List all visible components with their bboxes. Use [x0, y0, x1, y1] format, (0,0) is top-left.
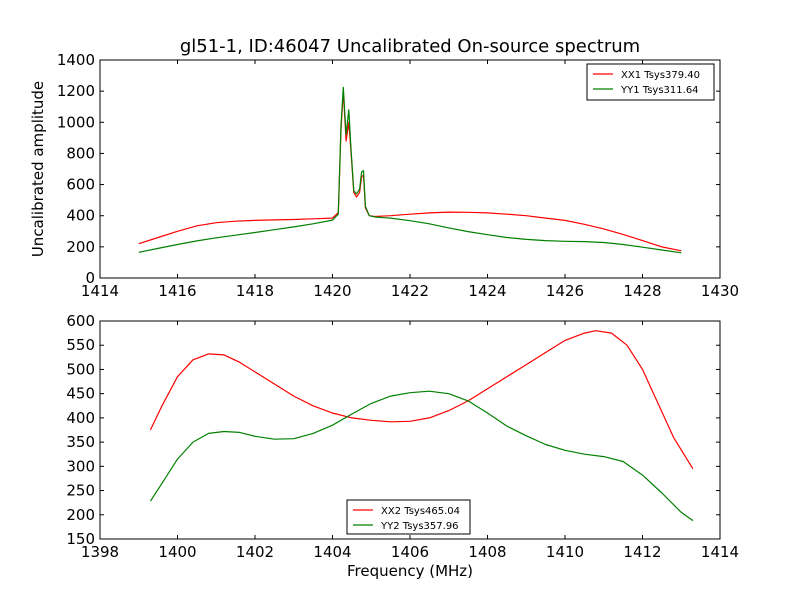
top-x-tick-label: 1424 [468, 282, 506, 300]
bottom-y-tick-label: 350 [66, 433, 95, 451]
top-y-tick-label: 200 [66, 238, 95, 256]
bottom-series-group [149, 330, 694, 522]
top-panel: 1414 1416 1418 1420 1422 1424 1426 1428 1430 0 200… [29, 51, 739, 300]
top-legend-label-0: XX1 Tsys379.40 [621, 70, 700, 81]
bottom-series-0-line [149, 330, 694, 470]
top-y-tick-label: 1400 [57, 51, 95, 69]
top-x-tick-label: 1418 [236, 282, 274, 300]
top-x-tick-label: 1428 [623, 282, 661, 300]
bottom-y-tick-label: 400 [66, 409, 95, 427]
bottom-y-tick-label: 200 [66, 506, 95, 524]
top-y-tick-label: 0 [85, 269, 95, 287]
top-y-tick-label: 1200 [57, 82, 95, 100]
top-legend-label-1: YY1 Tsys311.64 [620, 85, 699, 96]
bottom-x-tick-label: 1398 [81, 543, 119, 561]
top-y-tick-label: 800 [66, 144, 95, 162]
top-y-tick-label: 1000 [57, 113, 95, 131]
top-axes-group: 1414 1416 1418 1420 1422 1424 1426 1428 1430 0 200… [57, 51, 739, 300]
bottom-y-tick-label: 450 [66, 385, 95, 403]
top-series-group [138, 86, 682, 254]
bottom-y-tick-label: 150 [66, 530, 95, 548]
bottom-x-tick-label: 1406 [391, 543, 429, 561]
bottom-y-tick-label: 500 [66, 360, 95, 378]
top-legend-box [586, 63, 715, 101]
top-legend: XX1 Tsys379.40 YY1 Tsys311.64 [586, 63, 715, 101]
x-axis-label: Frequency (MHz) [347, 562, 473, 580]
top-y-tick-label: 400 [66, 207, 95, 225]
bottom-x-tick-label: 1410 [546, 543, 584, 561]
top-y-axis-label: Uncalibrated amplitude [29, 81, 47, 257]
top-x-tick-label: 1416 [158, 282, 196, 300]
bottom-x-tick-label: 1408 [468, 543, 506, 561]
top-x-tick-label: 1414 [81, 282, 119, 300]
bottom-x-tick-label: 1414 [701, 543, 739, 561]
bottom-axes-group: 1398 1400 1402 1404 1406 1408 1410 1412 1414 150 2… [66, 312, 739, 561]
bottom-y-tick-label: 600 [66, 312, 95, 330]
chart-title: gl51-1, ID:46047 Uncalibrated On-source … [180, 36, 640, 57]
bottom-legend-label-0: XX2 Tsys465.04 [381, 506, 460, 517]
bottom-legend-box [346, 499, 471, 535]
bottom-legend-label-1: YY2 Tsys357.96 [380, 521, 459, 532]
top-y-tick-label: 600 [66, 176, 95, 194]
top-x-tick-label: 1422 [391, 282, 429, 300]
bottom-series-1-line [149, 390, 694, 522]
bottom-x-tick-label: 1404 [313, 543, 351, 561]
bottom-x-tick-label: 1412 [623, 543, 661, 561]
bottom-y-tick-label: 250 [66, 482, 95, 500]
top-x-tick-label: 1430 [701, 282, 739, 300]
bottom-panel: 1398 1400 1402 1404 1406 1408 1410 1412 1414 150 2… [66, 312, 739, 580]
top-x-tick-label: 1420 [313, 282, 351, 300]
bottom-x-tick-label: 1400 [158, 543, 196, 561]
top-x-tick-label: 1426 [546, 282, 584, 300]
top-series-1-line [138, 86, 682, 254]
bottom-y-tick-label: 550 [66, 336, 95, 354]
bottom-legend: XX2 Tsys465.04 YY2 Tsys357.96 [346, 499, 471, 535]
bottom-x-tick-label: 1402 [236, 543, 274, 561]
bottom-y-tick-label: 300 [66, 457, 95, 475]
